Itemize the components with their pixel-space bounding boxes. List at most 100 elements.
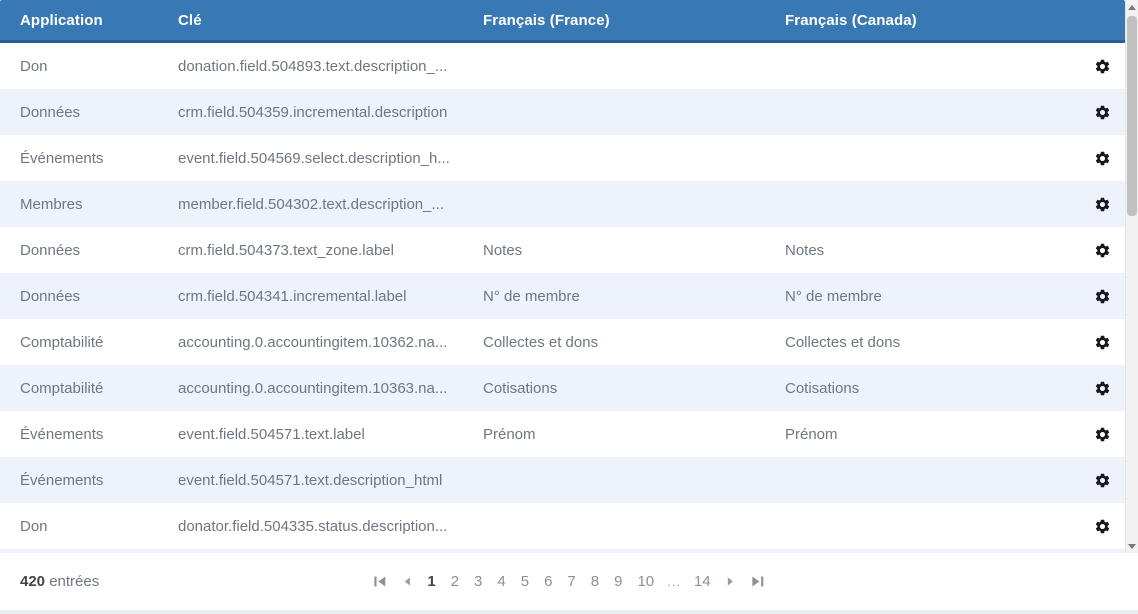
scrollbar-thumb[interactable] xyxy=(1127,16,1137,216)
pagination-ellipsis: ... xyxy=(667,574,681,589)
cell-application: Événements xyxy=(20,149,104,167)
table-footer: 420 entrées 1 2 3 4 5 6 7 8 9 10... 14 xyxy=(0,553,1138,610)
table-scroll-area: Application Clé Français (France) França… xyxy=(0,0,1125,553)
cell-application: Données xyxy=(20,241,81,259)
table-header-row: Application Clé Français (France) França… xyxy=(0,0,1125,43)
table-row[interactable]: Comptabilité accounting.0.accountingitem.… xyxy=(0,365,1125,411)
column-header-application[interactable]: Application xyxy=(20,11,103,29)
table-row[interactable]: Événements event.field.504569.select.desc… xyxy=(0,135,1125,181)
cell-fr-canada: N° de membre xyxy=(785,287,882,305)
row-settings-gear-button[interactable] xyxy=(1080,334,1125,351)
first-page-button[interactable] xyxy=(371,575,388,588)
gear-icon xyxy=(1095,519,1110,533)
gear-icon xyxy=(1095,151,1110,165)
cell-application: Événements xyxy=(20,471,104,489)
gear-icon xyxy=(1095,381,1110,395)
row-settings-gear-button[interactable] xyxy=(1080,426,1125,443)
page-button-6[interactable]: 6 xyxy=(544,573,553,590)
row-settings-gear-button[interactable] xyxy=(1080,58,1125,75)
row-settings-gear-button[interactable] xyxy=(1080,150,1125,167)
row-settings-gear-button[interactable] xyxy=(1080,242,1125,259)
page-button-10[interactable]: 10 xyxy=(637,573,655,590)
cell-application: Données xyxy=(20,103,81,121)
table-row[interactable]: Don donation.field.504893.text.descriptio… xyxy=(0,43,1125,89)
row-settings-gear-button[interactable] xyxy=(1080,518,1125,535)
cell-key: donator.field.504335.status.description.… xyxy=(178,517,448,535)
cell-key: crm.field.504359.incremental.description xyxy=(178,103,448,121)
scrollbar-up-arrow-icon[interactable] xyxy=(1126,0,1138,14)
scrollbar-down-arrow-icon[interactable] xyxy=(1126,539,1138,553)
pagination: 1 2 3 4 5 6 7 8 9 10... 14 xyxy=(371,573,766,590)
row-settings-gear-button[interactable] xyxy=(1080,196,1125,213)
row-settings-gear-button[interactable] xyxy=(1080,104,1125,121)
page-number-list: 1 2 3 4 5 6 7 8 9 10... 14 xyxy=(425,573,712,590)
vertical-scrollbar[interactable] xyxy=(1125,0,1138,553)
table-row[interactable]: Événements event.field.504571.text.label P… xyxy=(0,411,1125,457)
cell-application: Comptabilité xyxy=(20,333,104,351)
cell-fr-france: Notes xyxy=(483,241,523,259)
table-row[interactable]: Données crm.field.504359.incremental.desc… xyxy=(0,89,1125,135)
page-button-4[interactable]: 4 xyxy=(497,573,506,590)
previous-page-icon xyxy=(404,577,410,586)
column-header-key[interactable]: Clé xyxy=(178,11,202,29)
page-button-9[interactable]: 9 xyxy=(614,573,623,590)
cell-key: crm.field.504373.text_zone.label xyxy=(178,241,394,259)
cell-application: Comptabilité xyxy=(20,379,104,397)
cell-application: Don xyxy=(20,517,48,535)
cell-application: Événements xyxy=(20,425,104,443)
table-row[interactable]: Données crm.field.504341.incremental.labe… xyxy=(0,273,1125,319)
entries-count-number: 420 xyxy=(20,573,46,590)
cell-fr-canada: Cotisations xyxy=(785,379,860,397)
row-settings-gear-button[interactable] xyxy=(1080,472,1125,489)
page-button-7[interactable]: 7 xyxy=(567,573,576,590)
cell-key: event.field.504571.text.description_html xyxy=(178,471,443,489)
cell-fr-france: N° de membre xyxy=(483,287,580,305)
cell-application: Don xyxy=(20,57,48,75)
cell-fr-canada: Notes xyxy=(785,241,825,259)
gear-icon xyxy=(1095,289,1110,303)
table-row[interactable]: Comptabilité accounting.0.accountingitem.… xyxy=(0,319,1125,365)
cell-fr-france: Prénom xyxy=(483,425,536,443)
gear-icon xyxy=(1095,243,1110,257)
gear-icon xyxy=(1095,335,1110,349)
gear-icon xyxy=(1095,473,1110,487)
gear-icon xyxy=(1095,105,1110,119)
page-button-14[interactable]: 14 xyxy=(693,573,711,590)
cell-application: Données xyxy=(20,287,81,305)
cell-application: Membres xyxy=(20,195,83,213)
cell-key: event.field.504571.text.label xyxy=(178,425,365,443)
cell-key: member.field.504302.text.description_... xyxy=(178,195,444,213)
cell-fr-canada: Prénom xyxy=(785,425,838,443)
last-page-button[interactable] xyxy=(750,575,767,588)
next-page-icon xyxy=(728,577,734,586)
gear-icon xyxy=(1095,427,1110,441)
cell-fr-france: Cotisations xyxy=(483,379,558,397)
row-settings-gear-button[interactable] xyxy=(1080,380,1125,397)
last-page-icon xyxy=(752,576,764,587)
first-page-icon xyxy=(374,576,386,587)
cell-key: donation.field.504893.text.description_.… xyxy=(178,57,448,75)
page-button-2[interactable]: 2 xyxy=(450,573,460,590)
previous-page-button[interactable] xyxy=(399,575,414,588)
table-row[interactable]: Données crm.field.504373.text_zone.label N… xyxy=(0,227,1125,273)
entries-count-label: entrées xyxy=(49,573,100,590)
page-button-3[interactable]: 3 xyxy=(474,573,483,590)
page-button-5[interactable]: 5 xyxy=(520,573,530,590)
cell-key: accounting.0.accountingitem.10362.na... xyxy=(178,333,448,351)
table-row[interactable]: Don donator.field.504335.status.descripti… xyxy=(0,503,1125,549)
next-page-button[interactable] xyxy=(724,575,739,588)
page-button-1[interactable]: 1 xyxy=(427,573,436,590)
column-header-fr-canada[interactable]: Français (Canada) xyxy=(785,11,917,29)
cell-key: accounting.0.accountingitem.10363.na... xyxy=(178,379,448,397)
gear-icon xyxy=(1095,59,1110,73)
table-body: Don donation.field.504893.text.descriptio… xyxy=(0,43,1125,549)
column-header-fr-france[interactable]: Français (France) xyxy=(483,11,610,29)
page-button-8[interactable]: 8 xyxy=(590,573,600,590)
entries-count: 420 entrées xyxy=(20,573,99,590)
cell-key: crm.field.504341.incremental.label xyxy=(178,287,407,305)
row-settings-gear-button[interactable] xyxy=(1080,288,1125,305)
cell-fr-france: Collectes et dons xyxy=(483,333,599,351)
cell-key: event.field.504569.select.description_h.… xyxy=(178,149,450,167)
table-row[interactable]: Membres member.field.504302.text.descript… xyxy=(0,181,1125,227)
table-row[interactable]: Événements event.field.504571.text.descri… xyxy=(0,457,1125,503)
